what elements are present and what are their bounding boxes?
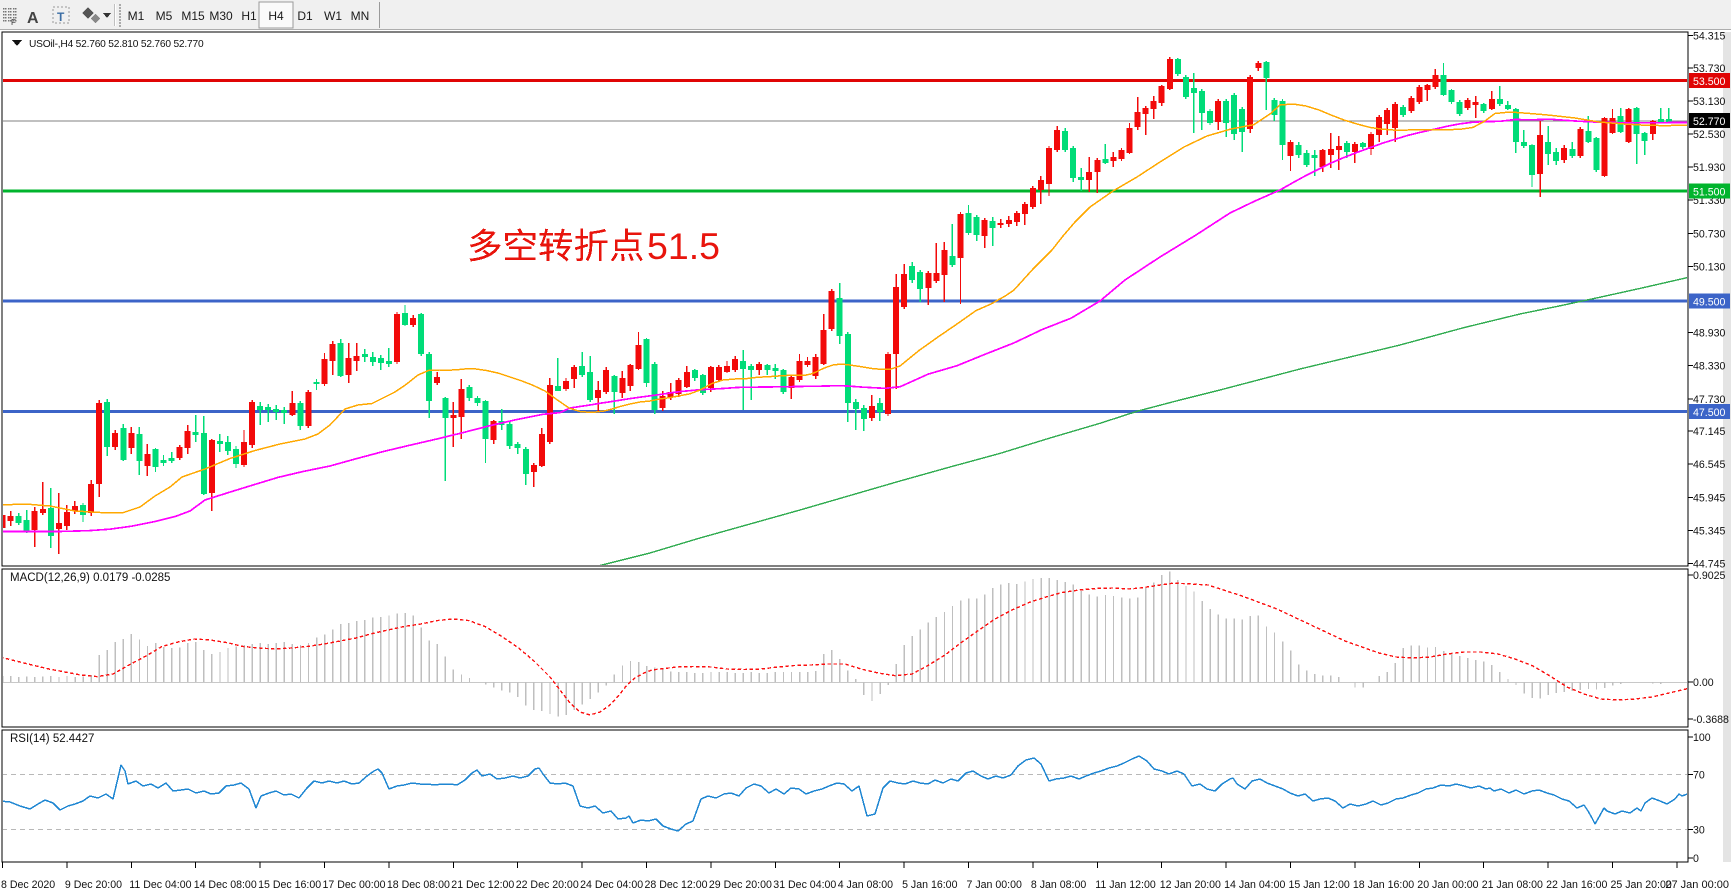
svg-text:M5: M5 — [156, 9, 173, 23]
svg-text:F: F — [11, 18, 16, 27]
svg-text:44.745: 44.745 — [1693, 559, 1726, 571]
svg-text:7 Jan 00:00: 7 Jan 00:00 — [967, 879, 1022, 891]
svg-text:100: 100 — [1693, 732, 1711, 744]
svg-text:21 Jan 08:00: 21 Jan 08:00 — [1482, 879, 1543, 891]
svg-text:45.945: 45.945 — [1693, 492, 1726, 504]
svg-text:MN: MN — [351, 9, 370, 23]
svg-text:5 Jan 16:00: 5 Jan 16:00 — [902, 879, 957, 891]
svg-text:H4: H4 — [268, 9, 284, 23]
svg-text:53.130: 53.130 — [1693, 96, 1726, 108]
svg-text:20 Jan 00:00: 20 Jan 00:00 — [1417, 879, 1478, 891]
svg-text:18 Dec 08:00: 18 Dec 08:00 — [387, 879, 450, 891]
svg-text:51.5: 51.5 — [647, 225, 720, 267]
svg-text:47.730: 47.730 — [1693, 394, 1726, 406]
svg-text:4 Jan 08:00: 4 Jan 08:00 — [838, 879, 893, 891]
svg-text:50.130: 50.130 — [1693, 261, 1726, 273]
svg-text:MACD(12,26,9) 0.0179 -0.0285: MACD(12,26,9) 0.0179 -0.0285 — [10, 572, 170, 584]
svg-text:30: 30 — [1693, 825, 1705, 837]
svg-text:W1: W1 — [324, 9, 342, 23]
svg-text:54.315: 54.315 — [1693, 31, 1726, 43]
svg-text:USOil-,H4 52.760 52.810 52.76: USOil-,H4 52.760 52.810 52.760 52.770 — [29, 39, 204, 50]
svg-text:22 Dec 20:00: 22 Dec 20:00 — [516, 879, 579, 891]
svg-text:53.730: 53.730 — [1693, 63, 1726, 75]
svg-text:8 Dec 2020: 8 Dec 2020 — [1, 879, 55, 891]
svg-text:17 Dec 00:00: 17 Dec 00:00 — [323, 879, 386, 891]
svg-text:8 Jan 08:00: 8 Jan 08:00 — [1031, 879, 1086, 891]
svg-text:14 Dec 08:00: 14 Dec 08:00 — [194, 879, 257, 891]
svg-text:24 Dec 04:00: 24 Dec 04:00 — [580, 879, 643, 891]
svg-text:47.500: 47.500 — [1693, 407, 1726, 419]
svg-text:0.00: 0.00 — [1693, 677, 1714, 689]
svg-text:A: A — [27, 10, 39, 27]
svg-text:-0.3688: -0.3688 — [1693, 714, 1729, 726]
svg-text:51.500: 51.500 — [1693, 186, 1726, 198]
svg-text:53.500: 53.500 — [1693, 76, 1726, 88]
svg-text:70: 70 — [1693, 770, 1705, 782]
svg-text:46.545: 46.545 — [1693, 459, 1726, 471]
svg-text:22 Jan 16:00: 22 Jan 16:00 — [1546, 879, 1607, 891]
svg-text:M30: M30 — [209, 9, 233, 23]
svg-text:52.530: 52.530 — [1693, 129, 1726, 141]
svg-text:27 Jan 00:00: 27 Jan 00:00 — [1665, 879, 1729, 891]
svg-text:12 Jan 20:00: 12 Jan 20:00 — [1160, 879, 1221, 891]
svg-text:T: T — [57, 10, 65, 24]
svg-text:48.930: 48.930 — [1693, 328, 1726, 340]
svg-text:D1: D1 — [297, 9, 313, 23]
svg-text:15 Jan 12:00: 15 Jan 12:00 — [1289, 879, 1350, 891]
svg-text:29 Dec 20:00: 29 Dec 20:00 — [709, 879, 772, 891]
svg-text:H1: H1 — [241, 9, 257, 23]
svg-text:49.500: 49.500 — [1693, 297, 1726, 309]
svg-text:48.330: 48.330 — [1693, 361, 1726, 373]
svg-text:M1: M1 — [128, 9, 145, 23]
svg-text:47.145: 47.145 — [1693, 426, 1726, 438]
svg-text:28 Dec 12:00: 28 Dec 12:00 — [645, 879, 708, 891]
svg-text:14 Jan 04:00: 14 Jan 04:00 — [1224, 879, 1285, 891]
svg-text:M15: M15 — [181, 9, 205, 23]
svg-text:52.770: 52.770 — [1693, 116, 1726, 128]
svg-text:RSI(14) 52.4427: RSI(14) 52.4427 — [10, 733, 94, 745]
svg-text:45.345: 45.345 — [1693, 525, 1726, 537]
svg-text:9 Dec 20:00: 9 Dec 20:00 — [65, 879, 122, 891]
svg-text:11 Jan 12:00: 11 Jan 12:00 — [1095, 879, 1156, 891]
svg-text:50.730: 50.730 — [1693, 228, 1726, 240]
svg-text:25 Jan 20:00: 25 Jan 20:00 — [1611, 879, 1672, 891]
svg-text:11 Dec 04:00: 11 Dec 04:00 — [129, 879, 191, 891]
svg-text:51.930: 51.930 — [1693, 162, 1726, 174]
svg-text:18 Jan 16:00: 18 Jan 16:00 — [1353, 879, 1414, 891]
svg-text:0.9025: 0.9025 — [1693, 570, 1726, 582]
svg-text:21 Dec 12:00: 21 Dec 12:00 — [451, 879, 514, 891]
svg-text:31 Dec 04:00: 31 Dec 04:00 — [773, 879, 836, 891]
svg-text:15 Dec 16:00: 15 Dec 16:00 — [258, 879, 321, 891]
svg-text:0: 0 — [1693, 853, 1699, 865]
